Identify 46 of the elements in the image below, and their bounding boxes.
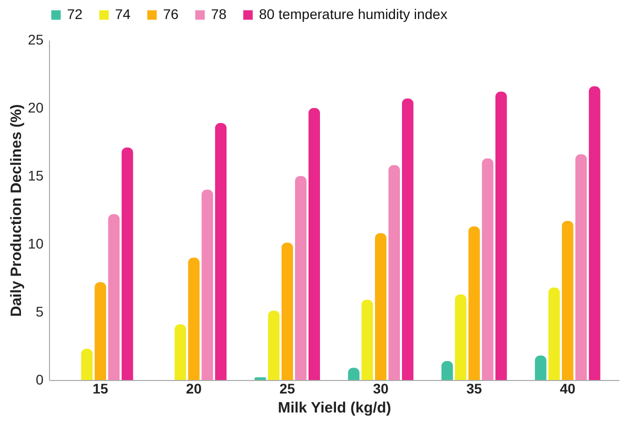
y-tick-label: 15 bbox=[28, 168, 44, 184]
x-tick-label: 15 bbox=[92, 380, 108, 396]
bar bbox=[374, 233, 386, 380]
x-tick-label: 40 bbox=[560, 380, 576, 396]
bar bbox=[108, 214, 120, 380]
bar bbox=[575, 154, 587, 380]
bar bbox=[495, 92, 507, 380]
x-axis-title: Milk Yield (kg/d) bbox=[278, 400, 392, 416]
bar bbox=[295, 176, 306, 380]
bar bbox=[388, 165, 400, 380]
bar bbox=[188, 258, 200, 380]
bar bbox=[588, 86, 600, 380]
bar bbox=[215, 122, 227, 380]
y-tick-label: 10 bbox=[28, 236, 44, 252]
y-tick-label: 5 bbox=[36, 304, 44, 320]
x-tick-label: 20 bbox=[186, 380, 202, 396]
bar bbox=[562, 220, 574, 380]
legend-label: 76 bbox=[163, 6, 179, 22]
legend-label: 78 bbox=[211, 6, 227, 22]
y-tick-label: 0 bbox=[36, 372, 44, 388]
x-tick-label: 30 bbox=[372, 380, 389, 396]
legend-label: 72 bbox=[67, 6, 83, 22]
legend-label: 74 bbox=[115, 6, 131, 22]
bar bbox=[454, 294, 466, 380]
bar bbox=[534, 356, 546, 380]
bar bbox=[81, 348, 93, 380]
bar bbox=[441, 360, 453, 380]
bar bbox=[202, 190, 214, 380]
bar bbox=[268, 310, 280, 380]
bar bbox=[122, 147, 134, 380]
bar bbox=[482, 158, 494, 380]
bar bbox=[308, 108, 320, 380]
bar bbox=[254, 377, 266, 380]
legend-label: 80 temperature humidity index bbox=[259, 6, 448, 22]
bar bbox=[362, 300, 373, 380]
bar bbox=[282, 242, 294, 380]
bar bbox=[402, 98, 414, 380]
x-tick-label: 35 bbox=[466, 380, 482, 396]
bar bbox=[468, 226, 480, 380]
x-tick-label: 25 bbox=[279, 380, 296, 396]
y-tick-label: 25 bbox=[28, 32, 44, 48]
y-axis-title: Daily Production Declines (%) bbox=[8, 104, 25, 317]
bar bbox=[548, 288, 560, 380]
bar bbox=[94, 282, 106, 380]
y-tick-label: 20 bbox=[28, 100, 44, 116]
bar bbox=[174, 324, 186, 380]
